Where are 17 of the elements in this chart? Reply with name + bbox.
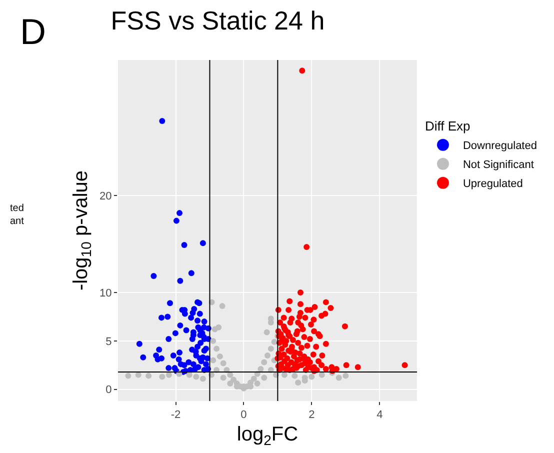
text: D (20, 11, 46, 52)
y-tick-label: 0 (106, 384, 112, 396)
y-tick-label: 20 (100, 190, 112, 202)
chart-title: FSS vs Static 24 h (110, 6, 325, 36)
x-tick-label: 0 (240, 409, 247, 422)
x-tick-label: 2 (308, 409, 315, 422)
y-tick-label: 5 (106, 336, 112, 348)
text: ant (10, 216, 24, 227)
legend-label: Upregulated (462, 178, 523, 190)
x-tick-label: -2 (170, 409, 181, 422)
legend-label: Downregulated (462, 140, 537, 152)
legend-title: Diff Exp (424, 118, 470, 134)
x-tick-label: 4 (376, 409, 383, 422)
x-axis-title: log$_{2}$FC (236, 424, 298, 448)
y-tick-label: 10 (100, 287, 112, 300)
legend-label: Not Significant (462, 159, 534, 172)
text: ted (10, 203, 24, 214)
